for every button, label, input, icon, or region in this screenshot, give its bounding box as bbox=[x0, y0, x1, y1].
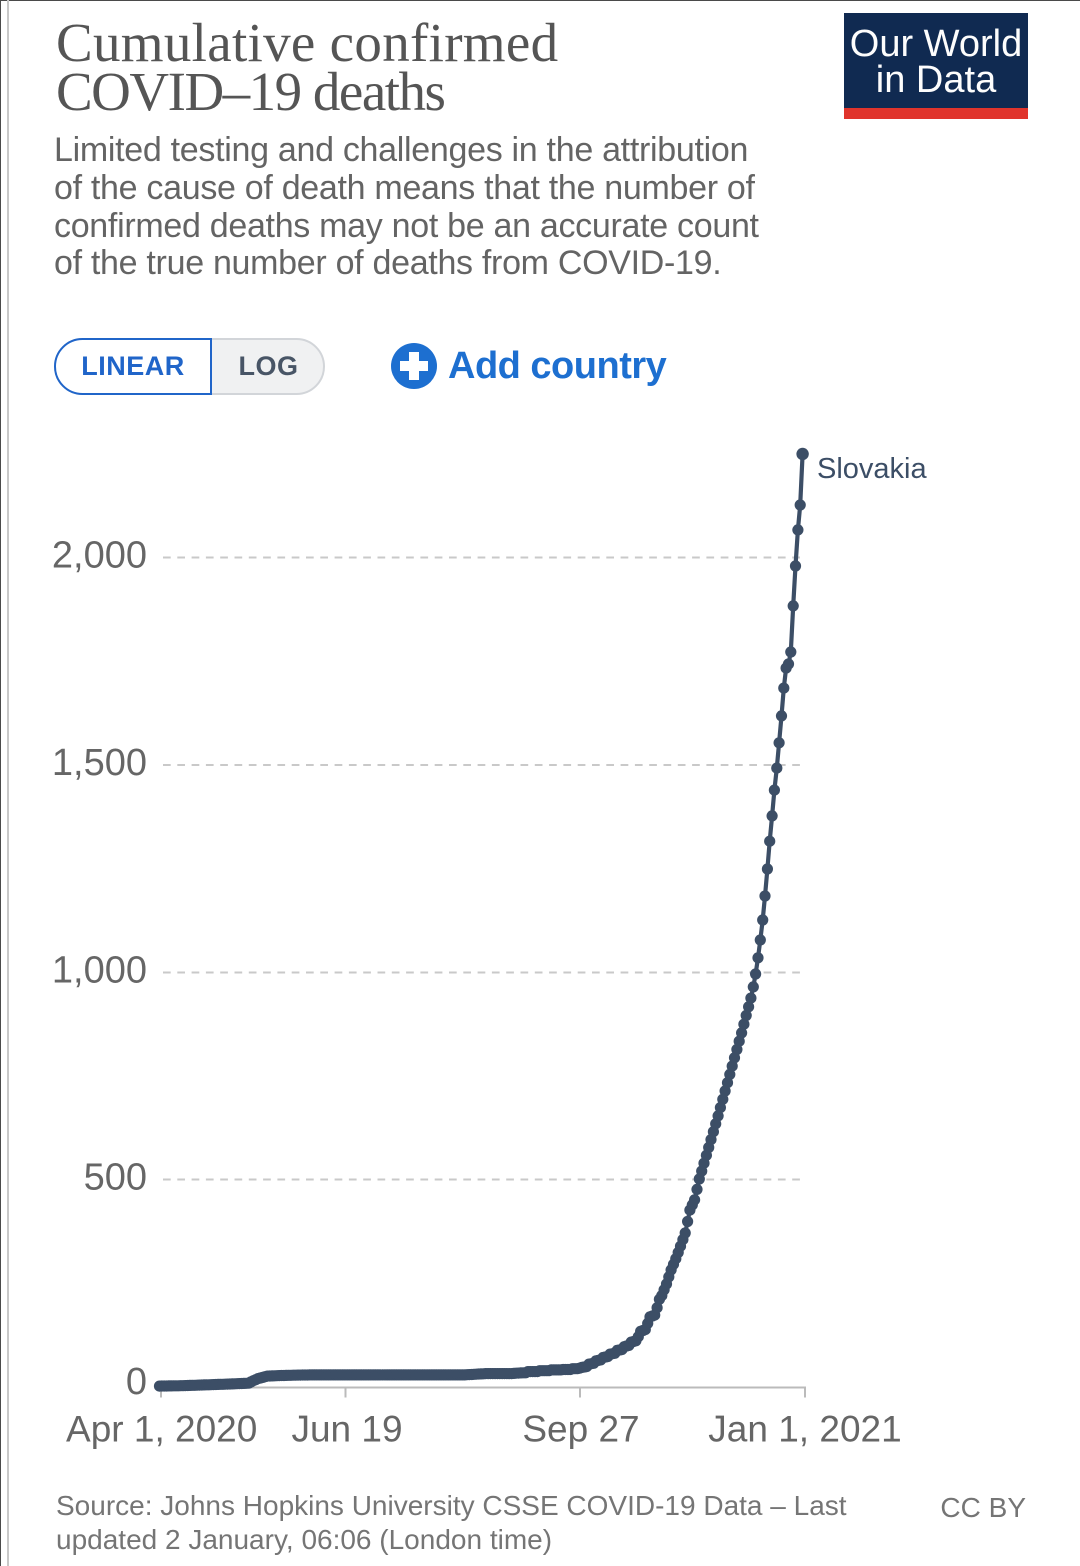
svg-text:Apr 1, 2020: Apr 1, 2020 bbox=[66, 1409, 257, 1450]
svg-text:2,000: 2,000 bbox=[52, 535, 147, 577]
svg-text:Jan 1, 2021: Jan 1, 2021 bbox=[708, 1409, 901, 1450]
svg-text:500: 500 bbox=[84, 1157, 147, 1199]
svg-text:Jun 19: Jun 19 bbox=[291, 1409, 402, 1450]
svg-text:0: 0 bbox=[126, 1361, 147, 1403]
svg-text:Slovakia: Slovakia bbox=[817, 453, 927, 485]
svg-text:Sep 27: Sep 27 bbox=[522, 1409, 639, 1450]
svg-text:1,500: 1,500 bbox=[52, 742, 147, 784]
svg-text:1,000: 1,000 bbox=[52, 950, 147, 992]
